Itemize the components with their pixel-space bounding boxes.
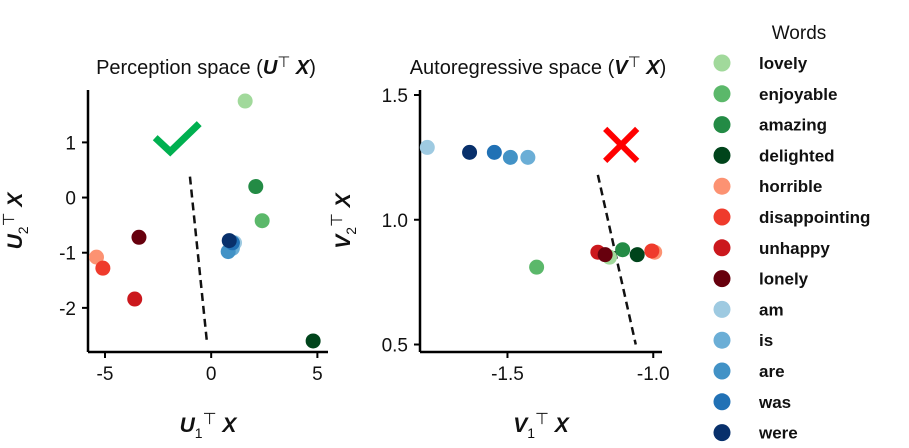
legend-entry-lovely: lovely: [713, 54, 808, 73]
legend-marker: [713, 393, 731, 411]
legend-marker: [713, 116, 731, 134]
legend-entry-was: was: [713, 393, 791, 412]
point-delighted: [305, 333, 321, 349]
point-were: [221, 233, 237, 249]
legend-label: lonely: [759, 270, 809, 289]
legend-entry-is: is: [713, 331, 773, 350]
legend-marker: [713, 54, 731, 72]
legend-marker: [713, 85, 731, 103]
point-lonely: [597, 247, 613, 263]
legend: Words lovely enjoyable amazing delighted hor…: [713, 23, 870, 443]
legend-entry-enjoyable: enjoyable: [713, 85, 837, 104]
legend-label: enjoyable: [759, 85, 837, 104]
decision-boundary-line: [188, 176, 209, 343]
legend-entry-am: am: [713, 300, 784, 319]
legend-title: Words: [772, 23, 827, 44]
x-tick-label: -5: [97, 364, 114, 385]
legend-label: horrible: [759, 177, 822, 196]
point-amazing: [615, 242, 631, 258]
check-mark-icon: [152, 121, 202, 157]
perception-space-plot: Perception space (U⊤ X) -5 0 5 -2 -1 0 1 U1⊤ X U2…: [1, 54, 328, 441]
legend-entry-amazing: amazing: [713, 116, 827, 135]
legend-label: lovely: [759, 54, 808, 73]
point-disappointing: [95, 260, 111, 276]
x-tick-label: 5: [312, 364, 323, 385]
legend-entry-disappointing: disappointing: [713, 208, 870, 227]
point-unhappy: [127, 291, 143, 307]
y-tick-label: 1.5: [382, 86, 408, 107]
point-lovely: [237, 93, 253, 109]
legend-entry-were: were: [713, 424, 798, 443]
x-axis-label: U1⊤ X: [180, 411, 239, 441]
legend-marker: [713, 424, 731, 442]
point-delighted: [629, 247, 645, 263]
legend-entry-lonely: lonely: [713, 270, 809, 289]
legend-marker: [713, 239, 731, 257]
legend-label: am: [759, 300, 784, 319]
legend-label: unhappy: [759, 239, 830, 258]
legend-marker: [713, 208, 731, 226]
legend-marker: [713, 300, 731, 318]
legend-marker: [713, 177, 731, 195]
autoregressive-space-plot: Autoregressive space (V⊤ X) -1.5 -1.0 0.5 1.…: [329, 54, 670, 441]
y-axis-label: V2⊤ X: [329, 191, 359, 249]
point-enjoyable: [254, 213, 270, 229]
decision-boundary-line: [596, 174, 637, 345]
point-horrible: [88, 249, 104, 265]
legend-marker: [713, 146, 731, 164]
legend-entry-unhappy: unhappy: [713, 239, 830, 258]
y-tick-label: -1: [59, 244, 76, 265]
legend-entry-are: are: [713, 362, 785, 381]
cross-mark-icon: [603, 126, 640, 164]
y-tick-label: 1: [65, 133, 76, 154]
y-tick-label: -2: [59, 299, 76, 320]
plot-title: Autoregressive space (V⊤ X): [410, 54, 667, 79]
legend-entry-delighted: delighted: [713, 146, 835, 165]
point-was: [486, 144, 502, 160]
legend-marker: [713, 362, 731, 380]
point-were: [462, 144, 478, 160]
y-tick-label: 0.5: [382, 336, 408, 357]
point-disappointing: [644, 243, 660, 259]
point-enjoyable: [529, 259, 545, 275]
plot-title: Perception space (U⊤ X): [96, 54, 316, 79]
legend-label: was: [758, 393, 791, 412]
legend-label: are: [759, 362, 785, 381]
point-amazing: [248, 179, 264, 195]
legend-label: is: [759, 331, 773, 350]
legend-label: amazing: [759, 116, 827, 135]
x-tick-label: -1.0: [637, 364, 670, 385]
y-axis-label: U2⊤ X: [1, 191, 31, 250]
x-tick-label: 0: [206, 364, 217, 385]
legend-label: were: [758, 424, 798, 443]
legend-label: disappointing: [759, 208, 870, 227]
legend-marker: [713, 270, 731, 288]
point-am: [419, 139, 435, 155]
legend-entry-horrible: horrible: [713, 177, 822, 196]
y-tick-label: 0: [65, 189, 76, 210]
legend-marker: [713, 331, 731, 349]
point-is: [520, 149, 536, 165]
point-are: [502, 149, 518, 165]
legend-label: delighted: [759, 146, 835, 165]
y-tick-label: 1.0: [382, 211, 408, 232]
point-lonely: [131, 229, 147, 245]
x-axis-label: V1⊤ X: [513, 411, 571, 441]
x-tick-label: -1.5: [491, 364, 524, 385]
